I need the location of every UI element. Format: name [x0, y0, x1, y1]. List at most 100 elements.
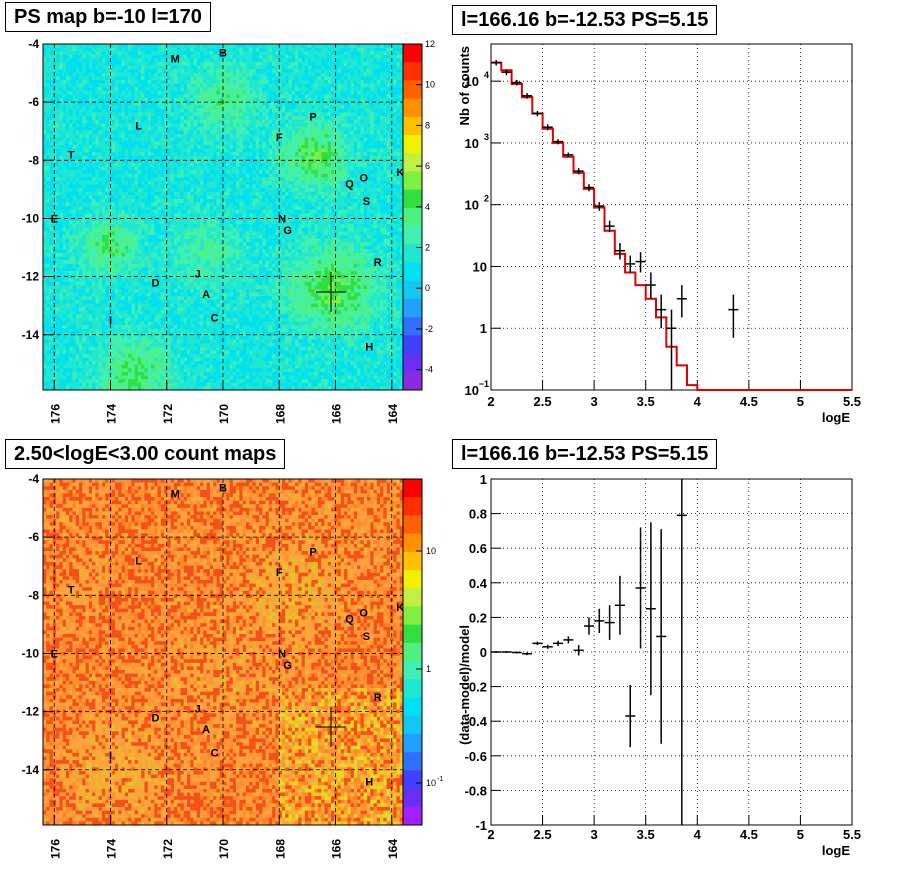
source-label-I: I: [109, 315, 112, 327]
spectrum-y-tick-exponent: −1: [479, 379, 489, 389]
residual-plot: 2 2.5 3 3.5 4 4.5 5 5.5 1 0.8 0.6 0.4 0.2 0 -0.2 -0.4 -0…: [457, 472, 861, 858]
residual-x-tick-label: 4: [694, 827, 702, 842]
map-y-tick-label: -10: [22, 646, 40, 660]
map-x-tick-label: 176: [48, 404, 62, 424]
map-x-tick-label: 164: [386, 404, 400, 424]
source-label-P: P: [309, 547, 316, 559]
colorbar-frame: [402, 43, 423, 391]
map-x-tick-label: 164: [386, 839, 400, 859]
residual-x-tick-label: 3: [591, 827, 598, 842]
residual-y-tick-label: 0.6: [469, 541, 487, 556]
residual-x-axis-label: logE: [822, 843, 850, 858]
map-x-tick-label: 166: [330, 839, 344, 859]
ps-map-plot: 176 174 172 170 168 166 164 -4 -6 -8 -10 -12 -14 M B P L…: [22, 37, 405, 424]
spectrum-x-tick-label: 5.5: [843, 394, 861, 409]
residual-x-tick-label: 5: [797, 827, 804, 842]
colorbar-frame: [402, 478, 423, 826]
source-label-E: E: [51, 648, 58, 660]
spectrum-x-axis-label: logE: [822, 410, 850, 425]
spectrum-y-tick-label: 10: [465, 74, 479, 89]
residual-x-tick-label: 2: [487, 827, 494, 842]
source-label-N: N: [278, 648, 286, 660]
spectrum-x-tick-label: 2: [487, 394, 494, 409]
map-y-tick-label: -14: [22, 328, 40, 342]
colorbar-tick-label: 0: [425, 283, 430, 293]
source-label-P: P: [309, 112, 316, 124]
residual-y-tick-label: 0.4: [469, 576, 488, 591]
spectrum-x-tick-label: 4: [694, 394, 702, 409]
source-label-Q: Q: [345, 614, 354, 626]
source-label-N: N: [278, 213, 286, 225]
residual-y-tick-label: -0.2: [465, 680, 487, 695]
map-x-tick-label: 170: [217, 404, 231, 424]
source-label-D: D: [152, 277, 160, 289]
source-label-G: G: [283, 660, 292, 672]
spectrum-x-tick-label: 3: [591, 394, 598, 409]
map-y-tick-label: -8: [28, 588, 39, 602]
map-x-tick-label: 166: [330, 404, 344, 424]
ps-colorbar: 12 10 8 6 4 2 0 -2 -4: [402, 39, 435, 391]
model-histogram-line: [491, 61, 852, 391]
colorbar-tick-label: 10: [426, 546, 436, 556]
source-label-R: R: [374, 257, 382, 269]
map-bottom-title: 2.50<logE<3.00 count maps: [5, 439, 286, 469]
spectrum-y-tick-label: 10: [465, 136, 479, 151]
colorbar-tick-label: 10: [425, 80, 435, 90]
colorbar-tick-label: 1: [426, 664, 431, 674]
source-label-O: O: [359, 173, 368, 185]
map-y-tick-label: -14: [22, 763, 40, 777]
residual-y-tick-label: 1: [480, 472, 487, 487]
map-y-tick-label: -4: [28, 472, 39, 486]
spectrum-x-tick-label: 5: [797, 394, 804, 409]
source-label-D: D: [152, 712, 160, 724]
map-y-tick-label: -4: [28, 37, 39, 51]
colorbar-tick-label: -2: [425, 324, 433, 334]
source-label-G: G: [283, 225, 292, 237]
map-y-tick-label: -10: [22, 211, 40, 225]
source-label-K: K: [396, 602, 404, 614]
source-label-R: R: [374, 692, 382, 704]
residual-y-axis-label: (data-model)/model: [457, 625, 472, 745]
map-x-tick-label: 176: [48, 839, 62, 859]
spectrum-top-title: l=166.16 b=-12.53 PS=5.15: [452, 5, 718, 35]
residual-x-tick-label: 3.5: [637, 827, 655, 842]
map-top-title: PS map b=-10 l=170: [5, 2, 211, 32]
residual-y-tick-label: -0.6: [465, 749, 487, 764]
map-x-tick-label: 174: [105, 404, 119, 424]
residual-y-tick-label: -0.8: [465, 783, 487, 798]
colorbar-tick-label: 10: [426, 778, 436, 788]
map-y-tick-label: -12: [22, 270, 40, 284]
source-label-F: F: [276, 567, 283, 579]
residual-x-tick-label: 5.5: [843, 827, 861, 842]
source-label-M: M: [171, 489, 180, 501]
colorbar-tick-label: 2: [425, 243, 430, 253]
colorbar-tick-label: 12: [425, 39, 435, 49]
residual-x-tick-label: 4.5: [740, 827, 758, 842]
spectrum-y-tick-exponent: 2: [484, 194, 489, 204]
source-label-B: B: [219, 48, 227, 60]
map-x-tick-label: 174: [105, 839, 119, 859]
source-label-J: J: [195, 269, 201, 281]
source-label-L: L: [135, 120, 142, 132]
source-label-T: T: [68, 149, 75, 161]
source-label-Q: Q: [345, 179, 354, 191]
residual-x-tick-label: 2.5: [534, 827, 552, 842]
source-label-H: H: [365, 776, 373, 788]
source-label-C: C: [211, 312, 219, 324]
map-y-tick-label: -12: [22, 705, 40, 719]
spectrum-y-axis-label: Nb of counts: [457, 46, 472, 125]
colorbar-tick-exponent: -1: [437, 776, 443, 783]
source-label-S: S: [363, 631, 370, 643]
colorbar-tick-label: -4: [425, 365, 433, 375]
map-x-tick-label: 168: [273, 404, 287, 424]
colorbar-tick-label: 6: [425, 161, 430, 171]
source-label-B: B: [219, 483, 227, 495]
residual-y-tick-label: -0.4: [465, 714, 488, 729]
source-label-J: J: [195, 704, 201, 716]
source-label-O: O: [359, 608, 368, 620]
source-label-A: A: [202, 289, 210, 301]
colorbar-tick-label: 8: [425, 120, 430, 130]
